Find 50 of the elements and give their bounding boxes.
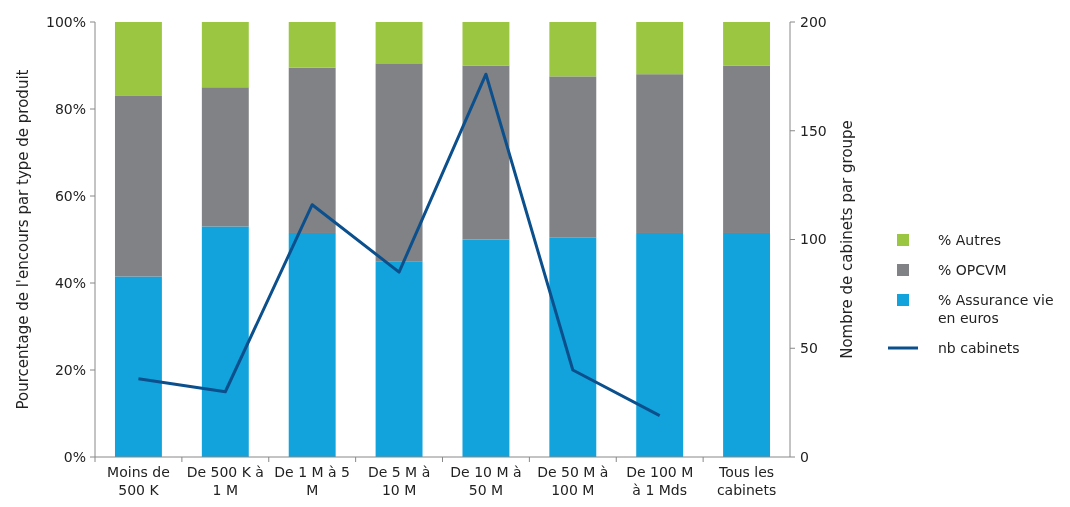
y-tick-label: 60% [54,187,86,204]
bar [375,22,423,64]
legend-label: nb cabinets [938,340,1020,356]
bar [549,22,597,77]
y2-tick-label: 50 [800,340,818,357]
bar [114,95,162,277]
x-tick-label: De 1 M à 5 M [274,464,351,498]
legend-label: % OPCVM [938,262,1007,278]
x-tick-label: De 500 K à 1 M [186,464,264,498]
line-series [136,72,662,418]
legend-label: % Assurance vie en euros [938,292,1054,326]
y-tick-label: 80% [54,100,86,117]
bar [375,261,423,457]
legend-label: % Autres [938,232,1002,248]
bar [549,76,597,238]
bar [201,87,249,227]
x-tick-label: Moins de 500 K [107,464,170,498]
y2-tick-label: 100 [800,231,827,248]
y2-axis-title: Nombre de cabinets par groupe [838,120,856,359]
y-tick-label: 20% [54,361,86,378]
bar [636,22,684,75]
bar [288,232,336,457]
y-tick-label: 100% [45,13,86,30]
bar [288,22,336,68]
bar [462,65,510,240]
bar [462,239,510,457]
x-tick-label: De 100 M à 1 Mds [626,464,694,498]
y2-tick-label: 200 [800,13,827,30]
bar [723,65,771,233]
bar [288,67,336,233]
y2-tick-label: 150 [800,122,827,139]
y-axis-title: Pourcentage de l'encours par type de produit [14,69,32,410]
bar [549,237,597,457]
bar [201,22,249,88]
bar [636,232,684,457]
bar [114,276,162,457]
bar [375,63,423,262]
x-tick-label: Tous les cabinets [716,464,777,498]
bar [201,226,249,457]
x-tick-label: De 5 M à 10 M [367,464,431,498]
y-tick-label: 40% [54,274,86,291]
bar [723,232,771,457]
x-tick-label: De 10 M à 50 M [450,464,522,498]
bar [114,22,162,96]
x-tick-label: De 50 M à 100 M [537,464,609,498]
bar [636,74,684,233]
bar [723,22,771,66]
y-tick-label: 0% [63,448,86,465]
y2-tick-label: 0 [800,448,809,465]
bar [462,22,510,66]
